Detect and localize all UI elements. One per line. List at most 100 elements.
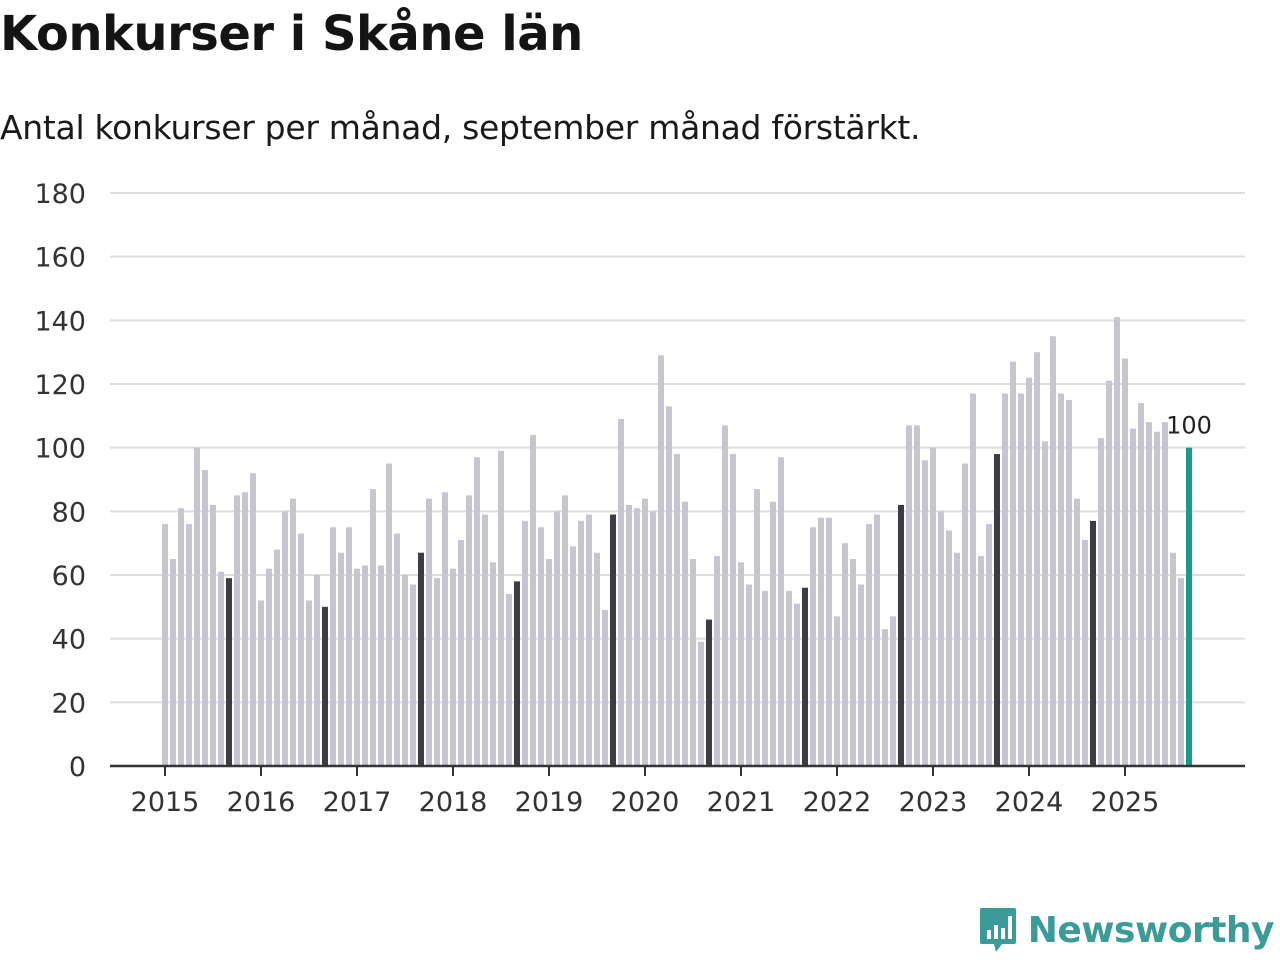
- bar: [170, 559, 176, 766]
- x-axis: 2015 2016 2017 2018 2019 2020 2021 2022 2023 2024…: [110, 764, 1245, 818]
- y-tick-label: 100: [34, 434, 86, 465]
- y-tick-label: 180: [34, 179, 86, 210]
- bar: [202, 469, 208, 766]
- bar: [306, 600, 312, 766]
- bar: [370, 489, 376, 766]
- newsworthy-logo-icon: [979, 908, 1016, 952]
- bar: [1170, 552, 1176, 766]
- bar: [218, 571, 224, 766]
- bar: [906, 425, 912, 766]
- y-tick-label: 80: [52, 497, 86, 528]
- y-tick-label: 0: [69, 752, 86, 783]
- bar: [282, 511, 288, 766]
- bar: [162, 524, 168, 766]
- bar: [754, 489, 760, 766]
- data-labels: 100: [1166, 412, 1212, 440]
- bar: [594, 552, 600, 766]
- bar: [570, 546, 576, 766]
- bar: [490, 562, 496, 766]
- bar: [778, 457, 784, 766]
- bar: [810, 527, 816, 766]
- bar: [186, 524, 192, 766]
- bar: [1066, 399, 1072, 766]
- bar: [938, 511, 944, 766]
- bar-september: [610, 514, 616, 766]
- bar-september: [706, 619, 712, 766]
- bar-september: [802, 587, 808, 766]
- bar: [394, 533, 400, 766]
- y-tick-label: 60: [52, 561, 86, 592]
- bar: [1114, 317, 1120, 766]
- bar: [346, 527, 352, 766]
- bar: [930, 447, 936, 766]
- bar: [1138, 403, 1144, 766]
- bar: [250, 473, 256, 766]
- bar: [954, 552, 960, 766]
- bar: [1002, 393, 1008, 766]
- bar: [362, 565, 368, 766]
- bar: [562, 495, 568, 766]
- bar: [946, 530, 952, 766]
- bar: [794, 603, 800, 766]
- bar: [698, 641, 704, 766]
- bar: [522, 520, 528, 766]
- x-tick-label: 2016: [227, 787, 296, 818]
- bar: [386, 463, 392, 766]
- bar: [738, 562, 744, 766]
- x-tick-label: 2024: [995, 787, 1064, 818]
- bar: [1082, 539, 1088, 766]
- bar: [1130, 428, 1136, 766]
- bar: [842, 543, 848, 766]
- bar-september: [322, 606, 328, 766]
- bar-september: [1090, 520, 1096, 766]
- y-tick-label: 20: [52, 688, 86, 719]
- bar-september: [898, 504, 904, 766]
- y-tick-label: 40: [52, 625, 86, 656]
- bar: [538, 527, 544, 766]
- bar: [730, 454, 736, 766]
- bar: [1058, 393, 1064, 766]
- bar: [178, 508, 184, 766]
- bar: [410, 584, 416, 766]
- bar: [1162, 422, 1168, 766]
- bar: [1074, 498, 1080, 766]
- bar: [450, 568, 456, 766]
- y-tick-label: 140: [34, 306, 86, 337]
- bar: [618, 419, 624, 766]
- bar: [354, 568, 360, 766]
- bar: [786, 590, 792, 766]
- bar: [1146, 422, 1152, 766]
- bar: [1026, 377, 1032, 766]
- bar: [1010, 361, 1016, 766]
- bar: [338, 552, 344, 766]
- bar: [458, 539, 464, 766]
- bar: [626, 504, 632, 766]
- bar: [690, 559, 696, 766]
- bar: [882, 629, 888, 766]
- bar: [378, 565, 384, 766]
- bar: [442, 492, 448, 766]
- bar: [826, 517, 832, 766]
- bar: [498, 450, 504, 766]
- bar: [914, 425, 920, 766]
- bar: [978, 555, 984, 766]
- bar: [530, 434, 536, 766]
- x-tick-label: 2019: [515, 787, 584, 818]
- bar: [554, 511, 560, 766]
- bar: [674, 454, 680, 766]
- bar: [546, 559, 552, 766]
- bars: [162, 317, 1192, 766]
- bar: [482, 514, 488, 766]
- bar: [274, 549, 280, 766]
- bar: [1154, 431, 1160, 766]
- bar: [1106, 380, 1112, 766]
- bar: [298, 533, 304, 766]
- bar: [602, 610, 608, 766]
- bar: [746, 584, 752, 766]
- bar: [834, 616, 840, 766]
- bar: [642, 498, 648, 766]
- bar: [314, 575, 320, 766]
- bar: [290, 498, 296, 766]
- bar: [922, 460, 928, 766]
